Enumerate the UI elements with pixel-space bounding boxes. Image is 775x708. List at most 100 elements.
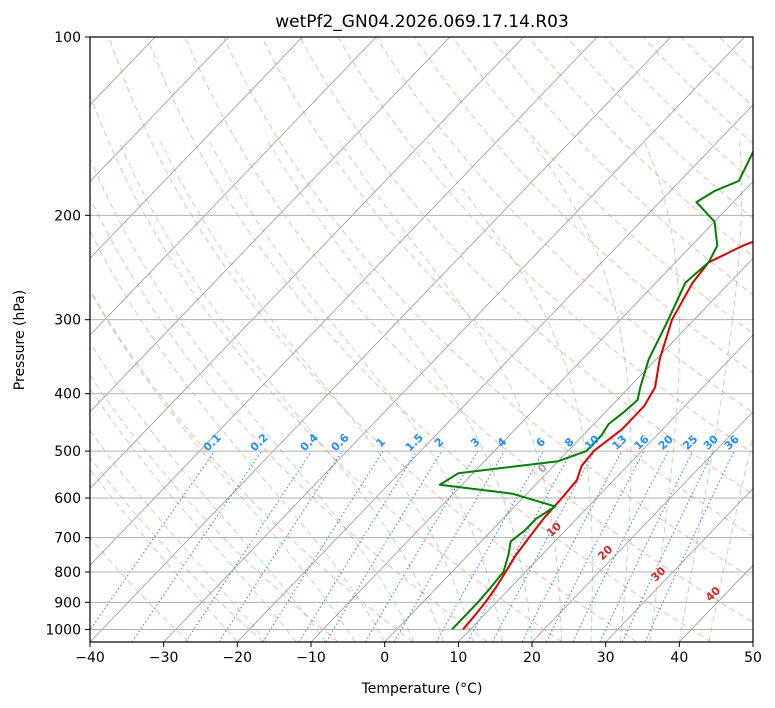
series-layer [438,149,753,631]
mixing-ratio-line [545,450,645,642]
theta-w-label: 10 [544,519,564,539]
temperature-profile-line [462,240,753,631]
y-tick-label: 100 [54,30,81,46]
theta-w-label: 40 [703,584,723,604]
y-tick-label: 800 [54,565,81,581]
dry-adiabat-line [451,37,753,335]
dry-adiabat-line [375,37,753,414]
x-tick-label: 40 [670,650,688,666]
dry-adiabat-line [223,37,753,580]
mixing-ratio-label: 36 [722,432,742,452]
dry-adiabat-line [90,196,488,642]
moist-adiabat-line [159,141,474,642]
theta-w-label: 20 [595,543,615,563]
isotherm-line [163,37,745,642]
isotherm-line [384,257,753,642]
mixing-ratio-line [621,450,714,642]
mixing-ratio-line [467,450,573,642]
moist-adiabat-line [90,229,386,642]
y-tick-label: 200 [54,208,81,224]
dry-adiabat-line [337,37,753,454]
moist-adiabat-line [90,468,238,642]
chart-title: wetPf2_GN04.2026.069.17.14.R03 [275,12,569,32]
y-tick-label: 400 [54,387,81,403]
dry-adiabat-line [490,37,753,296]
mixing-ratio-line [644,450,735,642]
dry-adiabat-line [604,37,753,182]
x-tick-label: 10 [449,650,467,666]
mixing-ratio-line [435,450,544,642]
y-tick-label: 1000 [45,622,81,638]
x-axis-label: Temperature (°C) [361,681,483,697]
dry-adiabat-line [90,536,190,642]
mixing-ratio-label: 0.6 [329,431,352,454]
dry-adiabat-line [528,37,753,257]
isotherm-line [458,334,753,642]
y-axis-ticks: 100 200 300 400 500 600 700 800 900 1000 [45,30,90,638]
moist-adiabat-line [90,341,327,642]
moist-adiabat-line [531,141,632,642]
isotherm-line [752,641,753,642]
dry-adiabat-line [413,37,753,374]
mixing-ratio-line [262,450,384,642]
moist-adiabat-line [708,434,753,642]
moist-adiabat-line [90,156,415,642]
x-tick-label: −10 [296,650,326,666]
isotherm-line [90,37,524,490]
mixing-ratio-line [599,450,694,642]
moist-adiabat-line [267,141,533,642]
x-tick-label: 50 [744,650,762,666]
x-tick-label: 0 [380,650,389,666]
isotherm-line [90,37,377,336]
x-tick-label: −20 [223,650,253,666]
x-tick-label: 20 [523,650,541,666]
isotherm-line [90,37,672,642]
x-tick-label: 30 [597,650,615,666]
mixing-ratio-label: 30 [701,432,721,452]
dry-adiabat-line [90,456,264,642]
mixing-ratio-line [364,450,479,642]
mixing-ratio-label: 0.4 [298,431,321,454]
y-axis-label: Pressure (hPa) [12,290,28,390]
mixing-ratio-line [325,450,443,642]
mixing-ratio-label: 1.5 [403,431,426,454]
isotherm-line [90,37,598,566]
mixing-ratio-label: 16 [632,432,652,452]
plot-frame [89,36,754,643]
moist-adiabat-line [118,141,445,642]
dry-adiabat-line [90,94,563,642]
y-tick-label: 300 [54,313,81,329]
dry-adiabat-line [146,37,712,642]
mixing-ratio-line [218,450,343,642]
dry-adiabat-line [90,288,414,642]
x-tick-label: −40 [75,650,105,666]
dry-adiabat-line [108,37,638,642]
dry-adiabat-line [90,374,339,642]
dry-adiabat-line [566,37,753,219]
y-tick-label: 700 [54,531,81,547]
y-tick-label: 600 [54,491,81,507]
mixing-ratio-label: 3 [468,435,483,450]
mixing-ratio-line [90,450,216,632]
mixing-ratio-line [491,450,595,642]
isotherm-line [90,37,230,183]
mixing-ratio-line [131,450,263,642]
dewpoint-profile-line [438,149,753,631]
mixing-ratio-line [572,450,669,642]
isotherm-line [90,37,451,413]
y-tick-label: 500 [54,444,81,460]
x-tick-label: −30 [149,650,179,666]
pressure-grid [90,37,753,630]
dry-adiabat-line [184,37,753,623]
y-tick-label: 900 [54,595,81,611]
moist-adiabat-line [90,387,297,642]
dry-adiabat-line [261,37,753,537]
dry-adiabat-line [642,37,753,145]
x-axis-ticks: −40 −30 −20 −10 0 10 20 30 40 50 [75,642,762,666]
isotherm-line [90,37,303,259]
isotherm-line [237,104,753,642]
moist-adiabat-line [90,429,268,642]
dry-adiabat-line [299,37,753,495]
isotherm-line [605,487,753,642]
